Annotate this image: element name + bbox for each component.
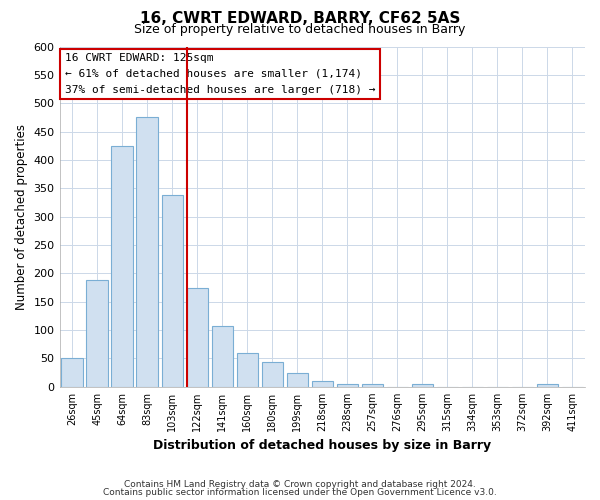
- Bar: [86, 280, 108, 387]
- Text: Size of property relative to detached houses in Barry: Size of property relative to detached ho…: [134, 22, 466, 36]
- Bar: [362, 384, 383, 387]
- Bar: [262, 362, 283, 387]
- Text: 16, CWRT EDWARD, BARRY, CF62 5AS: 16, CWRT EDWARD, BARRY, CF62 5AS: [140, 11, 460, 26]
- Bar: [412, 384, 433, 387]
- Bar: [236, 353, 258, 387]
- Bar: [112, 146, 133, 387]
- Bar: [61, 358, 83, 387]
- Text: 16 CWRT EDWARD: 125sqm
← 61% of detached houses are smaller (1,174)
37% of semi-: 16 CWRT EDWARD: 125sqm ← 61% of detached…: [65, 54, 375, 94]
- Bar: [311, 381, 333, 387]
- Y-axis label: Number of detached properties: Number of detached properties: [15, 124, 28, 310]
- Bar: [212, 326, 233, 387]
- Bar: [537, 384, 558, 387]
- Bar: [187, 288, 208, 387]
- Bar: [161, 195, 183, 387]
- X-axis label: Distribution of detached houses by size in Barry: Distribution of detached houses by size …: [153, 440, 491, 452]
- Bar: [136, 118, 158, 387]
- Text: Contains HM Land Registry data © Crown copyright and database right 2024.: Contains HM Land Registry data © Crown c…: [124, 480, 476, 489]
- Bar: [287, 372, 308, 387]
- Text: Contains public sector information licensed under the Open Government Licence v3: Contains public sector information licen…: [103, 488, 497, 497]
- Bar: [337, 384, 358, 387]
